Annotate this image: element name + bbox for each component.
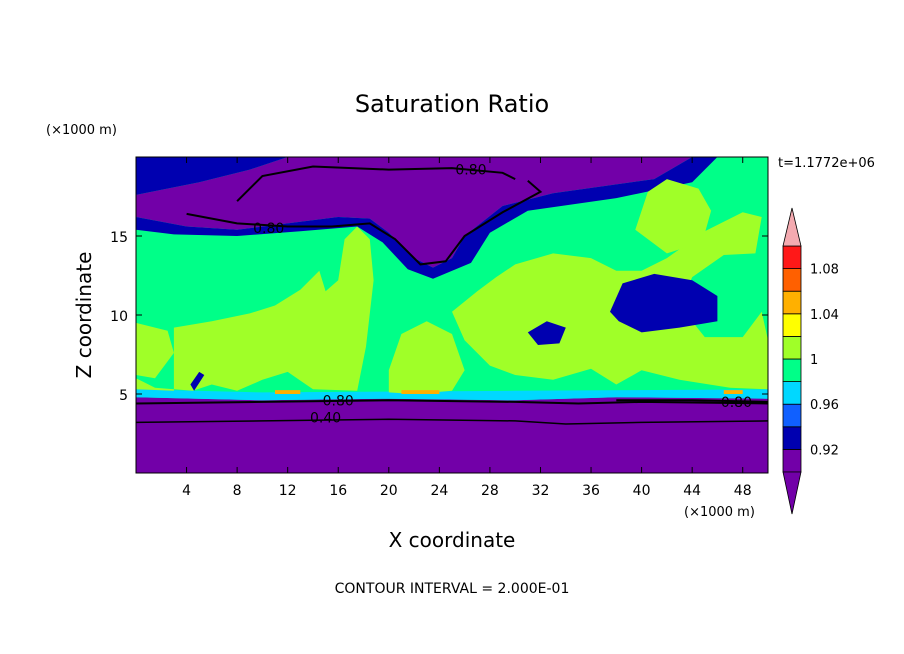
region-dry-pocket-left — [190, 371, 205, 391]
region-supersat-cloud-left-edge — [136, 322, 174, 379]
colorbar-segment-0 — [782, 448, 802, 473]
colorbar-segment-7 — [782, 290, 802, 315]
y-axis-label: Z coordinate — [72, 252, 96, 379]
x-tick-label-6: 28 — [481, 483, 499, 499]
x-unit-label: (×1000 m) — [684, 505, 755, 520]
y-unit-label: (×1000 m) — [46, 123, 117, 138]
x-tick-label-2: 12 — [279, 483, 297, 499]
x-tick-label-7: 32 — [532, 483, 550, 499]
colorbar-segment-5 — [782, 335, 802, 360]
x-tick-label-8: 36 — [582, 483, 600, 499]
contour-line-0 — [136, 418, 768, 425]
contour-label-0: 0.40 — [310, 411, 341, 427]
region-upper-dry-layer — [136, 157, 693, 268]
colorbar-under-arrow — [782, 471, 802, 515]
region-warm-streak-1 — [275, 390, 301, 394]
contour-line-2 — [616, 399, 768, 403]
region-lower-dry-layer — [136, 397, 768, 473]
x-axis-label: X coordinate — [389, 528, 516, 552]
region-supersat-cloud-right — [452, 212, 768, 390]
x-tick-label-1: 8 — [233, 483, 242, 499]
x-tick-label-5: 24 — [430, 483, 448, 499]
region-warm-streak-2 — [401, 390, 440, 394]
contour-label-3: 0.80 — [253, 221, 284, 237]
colorbar-label-3: 1.04 — [810, 308, 839, 323]
x-tick-label-4: 20 — [380, 483, 398, 499]
y-axis-ticks: 5 10 15 — [110, 230, 768, 404]
contour-interval-note: CONTOUR INTERVAL = 2.000E-01 — [335, 581, 570, 597]
contour-line-4 — [236, 165, 516, 202]
colorbar: 0.92 0.96 1 1.04 1.08 — [782, 207, 839, 515]
contour-line-3 — [186, 179, 543, 266]
region-dry-pocket-right — [610, 273, 718, 333]
region-supersat-cloud-mid — [388, 321, 465, 394]
colorbar-segment-8 — [782, 268, 802, 292]
contour-label-4: 0.80 — [455, 163, 486, 179]
x-tick-label-10: 44 — [683, 483, 701, 499]
colorbar-segment-1 — [782, 426, 802, 450]
y-tick-label-1: 10 — [110, 309, 128, 325]
plot-area — [136, 157, 768, 473]
y-tick-label-2: 15 — [110, 230, 128, 246]
colorbar-over-arrow — [782, 207, 802, 247]
chart-title: Saturation Ratio — [355, 90, 549, 118]
colorbar-segment-2 — [782, 403, 802, 428]
contour-line-1 — [136, 399, 768, 405]
x-tick-label-3: 16 — [329, 483, 347, 499]
y-tick-label-0: 5 — [119, 388, 128, 404]
x-tick-label-9: 40 — [633, 483, 651, 499]
colorbar-label-1: 0.96 — [810, 398, 839, 413]
colorbar-segment-9 — [782, 245, 802, 270]
region-supersat-cloud-left — [136, 226, 374, 391]
region-lower-moist-band — [136, 389, 768, 401]
region-supersat-cloud-upper-right — [635, 179, 712, 254]
x-tick-label-0: 4 — [182, 483, 191, 499]
colorbar-label-0: 0.92 — [810, 443, 839, 458]
x-tick-label-11: 48 — [734, 483, 752, 499]
colorbar-segment-4 — [782, 358, 802, 383]
region-top-left-dry-strip — [136, 157, 288, 195]
contour-labels: 0.40 0.80 0.80 0.80 0.80 — [253, 163, 752, 427]
colorbar-segment-3 — [782, 381, 802, 405]
contour-lines — [136, 165, 768, 425]
colorbar-segment-6 — [782, 313, 802, 337]
region-warm-streak-3 — [723, 390, 743, 394]
contour-label-1: 0.80 — [323, 393, 354, 409]
x-axis-ticks: 4 8 12 16 20 24 28 32 36 40 44 48 — [182, 157, 752, 499]
colorbar-label-2: 1 — [810, 353, 818, 368]
region-dry-pocket-small — [527, 321, 566, 345]
fill-regions — [136, 157, 768, 473]
colorbar-label-4: 1.08 — [810, 263, 839, 278]
time-label: t=1.1772e+06 — [778, 156, 875, 171]
contour-label-2: 0.80 — [721, 395, 752, 411]
